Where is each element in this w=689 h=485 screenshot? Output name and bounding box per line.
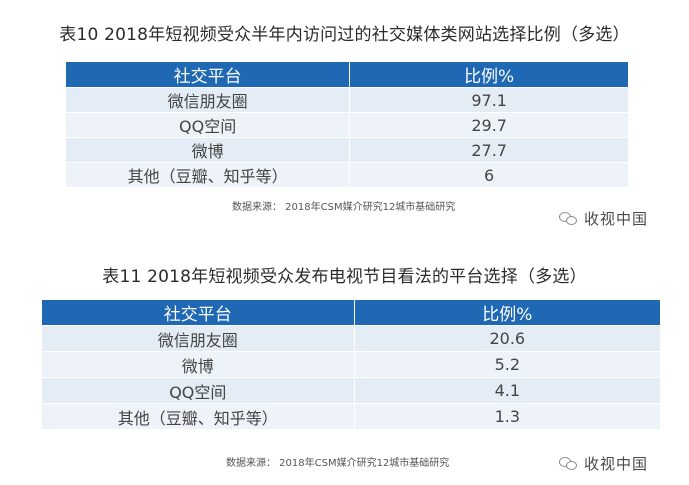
watermark-text: 收视中国 [584, 455, 649, 473]
platform-cell: QQ空间 [42, 377, 355, 404]
table-row: 微信朋友圈 20.6 [42, 325, 660, 352]
wechat-icon [559, 456, 579, 472]
table-row: 微博 5.2 [42, 351, 660, 378]
table10-watermark: 收视中国 [559, 208, 648, 229]
percent-cell: 4.1 [354, 377, 660, 404]
platform-cell: 微博 [66, 137, 351, 163]
percent-cell: 27.7 [349, 137, 628, 163]
table10: 社交平台 比例% 微信朋友圈 97.1 QQ空间 29.7 微博 27.7 其他… [66, 62, 628, 187]
column-header-percent: 比例% [354, 300, 660, 326]
table11-watermark: 收视中国 [559, 453, 648, 474]
table11: 社交平台 比例% 微信朋友圈 20.6 微博 5.2 QQ空间 4.1 其他（豆… [42, 300, 660, 429]
platform-cell: 微信朋友圈 [42, 325, 355, 352]
table-row: QQ空间 29.7 [66, 112, 628, 138]
percent-cell: 5.2 [354, 351, 660, 378]
platform-cell: 微博 [42, 351, 355, 378]
watermark-text: 收视中国 [584, 210, 649, 228]
table-row: 其他（豆瓣、知乎等） 6 [66, 162, 628, 187]
platform-cell: 微信朋友圈 [66, 87, 351, 113]
percent-cell: 29.7 [349, 112, 628, 138]
table-row: 其他（豆瓣、知乎等） 1.3 [42, 403, 660, 429]
wechat-icon [559, 211, 579, 227]
platform-cell: 其他（豆瓣、知乎等） [42, 403, 355, 429]
table11-section: 表11 2018年短视频受众发布电视节目看法的平台选择（多选） 社交平台 比例%… [0, 250, 689, 485]
percent-cell: 20.6 [354, 325, 660, 352]
table10-title: 表10 2018年短视频受众半年内访问过的社交媒体类网站选择比例（多选） [59, 25, 630, 45]
percent-cell: 97.1 [349, 87, 628, 113]
table-header-row: 社交平台 比例% [66, 62, 628, 88]
table10-section: 表10 2018年短视频受众半年内访问过的社交媒体类网站选择比例（多选） 社交平… [0, 0, 689, 240]
platform-cell: QQ空间 [66, 112, 351, 138]
table10-source-note: 数据来源： 2018年CSM媒介研究12城市基础研究 [232, 202, 456, 213]
column-header-platform: 社交平台 [66, 62, 351, 88]
table-row: 微信朋友圈 97.1 [66, 87, 628, 113]
table-header-row: 社交平台 比例% [42, 300, 660, 326]
platform-cell: 其他（豆瓣、知乎等） [66, 162, 351, 187]
table11-title: 表11 2018年短视频受众发布电视节目看法的平台选择（多选） [102, 267, 587, 287]
percent-cell: 6 [349, 162, 628, 187]
table11-source-note: 数据来源： 2018年CSM媒介研究12城市基础研究 [226, 458, 450, 469]
percent-cell: 1.3 [354, 403, 660, 429]
column-header-platform: 社交平台 [42, 300, 355, 326]
column-header-percent: 比例% [349, 62, 628, 88]
table-row: 微博 27.7 [66, 137, 628, 163]
table-row: QQ空间 4.1 [42, 377, 660, 404]
